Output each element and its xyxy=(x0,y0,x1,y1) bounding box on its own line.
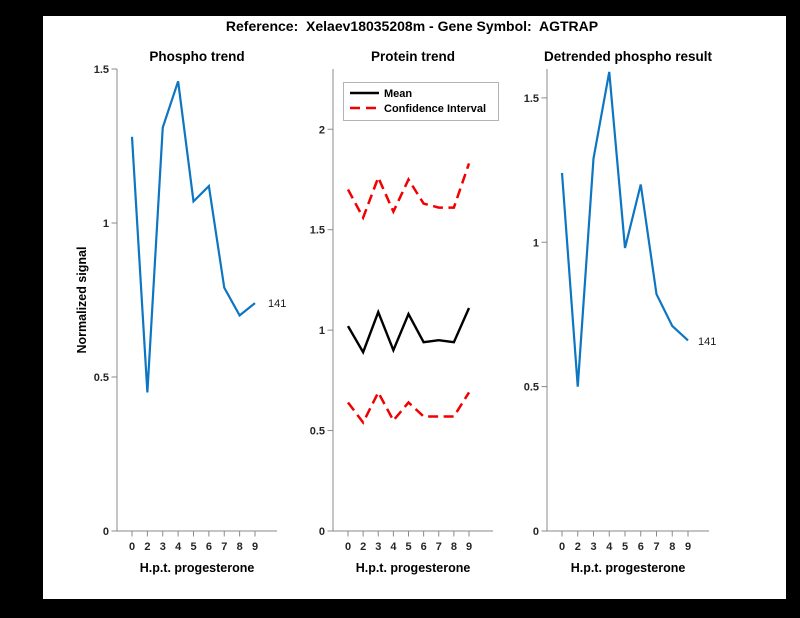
x-tick-label: 4 xyxy=(175,541,182,553)
y-axis-label: Normalized signal xyxy=(75,247,89,354)
x-tick-label: 0 xyxy=(559,541,565,553)
x-tick-label: 6 xyxy=(206,541,212,553)
subplot-protein-trend: Protein trend H.p.t. progesterone 0 0.5 1 1… xyxy=(310,49,499,575)
axes-area: 00.511.50 2 3 4 5 6 7 8 9 xyxy=(524,69,709,553)
legend-mean-label: Mean xyxy=(384,88,412,100)
y-tick-label: 1 xyxy=(533,237,539,249)
y-tick-label: 0.5 xyxy=(94,372,109,384)
x-tick-label: 5 xyxy=(622,541,628,553)
x-tick-label: 7 xyxy=(653,541,659,553)
legend-ci-label: Confidence Interval xyxy=(384,103,486,115)
y-tick-label: 0 xyxy=(319,526,325,538)
series-line-ci-lower xyxy=(347,389,471,425)
x-axis-label: H.p.t. progesterone xyxy=(571,561,686,575)
y-tick-label: 0 xyxy=(533,526,539,538)
x-tick-label: 8 xyxy=(451,541,457,553)
figure-title: Reference: Xelaev18035208m - Gene Symbol… xyxy=(226,18,598,34)
x-tick-label: 6 xyxy=(421,541,427,553)
legend-box xyxy=(343,82,499,121)
x-tick-label: 2 xyxy=(144,541,150,553)
subplot-detrended-phospho: Detrended phospho result H.p.t. progeste… xyxy=(524,49,717,575)
x-tick-label: 3 xyxy=(590,541,596,553)
y-tick-label: 0 xyxy=(103,526,109,538)
x-tick-label: 9 xyxy=(252,541,258,553)
y-tick-label: 1.5 xyxy=(524,93,539,105)
y-tick-label: 0.5 xyxy=(310,426,325,438)
subplot-phospho-trend: Phospho trend H.p.t. progesterone Normal… xyxy=(75,49,286,575)
legend: Mean Confidence Interval xyxy=(343,82,499,121)
x-tick-label: 2 xyxy=(575,541,581,553)
x-tick-label: 9 xyxy=(466,541,472,553)
x-tick-label: 2 xyxy=(360,541,366,553)
x-axis-label: H.p.t. progesterone xyxy=(356,561,471,575)
series-line-phospho-signal xyxy=(130,80,256,393)
subplot-title: Phospho trend xyxy=(149,49,244,64)
x-axis-label: H.p.t. progesterone xyxy=(140,561,255,575)
axes-area: 00.511.50 2 3 4 5 6 7 8 9 xyxy=(94,64,277,553)
x-tick-label: 5 xyxy=(405,541,411,553)
series-line-mean xyxy=(346,307,471,356)
x-tick-label: 0 xyxy=(345,541,351,553)
series-line-detrended-phospho-signal xyxy=(560,71,689,387)
x-tick-label: 3 xyxy=(160,541,166,553)
y-tick-label: 1 xyxy=(319,325,325,337)
y-tick-label: 1.5 xyxy=(94,64,109,76)
x-tick-label: 7 xyxy=(221,541,227,553)
x-tick-label: 4 xyxy=(390,541,397,553)
y-tick-label: 0.5 xyxy=(524,382,539,394)
x-tick-label: 6 xyxy=(638,541,644,553)
series-end-label: 141 xyxy=(268,298,286,310)
x-tick-label: 5 xyxy=(190,541,196,553)
y-tick-label: 1.5 xyxy=(310,225,325,237)
x-tick-label: 0 xyxy=(129,541,135,553)
subplot-title: Protein trend xyxy=(371,49,455,64)
axes-area: 00.511.520 2 3 4 5 6 7 8 9 xyxy=(310,69,493,553)
x-tick-label: 3 xyxy=(375,541,381,553)
x-tick-label: 9 xyxy=(685,541,691,553)
x-tick-label: 8 xyxy=(669,541,675,553)
series-line-ci-upper xyxy=(346,163,471,221)
series-end-label: 141 xyxy=(698,336,716,348)
x-tick-label: 7 xyxy=(436,541,442,553)
subplot-title: Detrended phospho result xyxy=(544,49,713,64)
x-tick-label: 4 xyxy=(606,541,613,553)
x-tick-label: 8 xyxy=(237,541,243,553)
y-tick-label: 1 xyxy=(103,218,109,230)
y-tick-label: 2 xyxy=(319,124,325,136)
